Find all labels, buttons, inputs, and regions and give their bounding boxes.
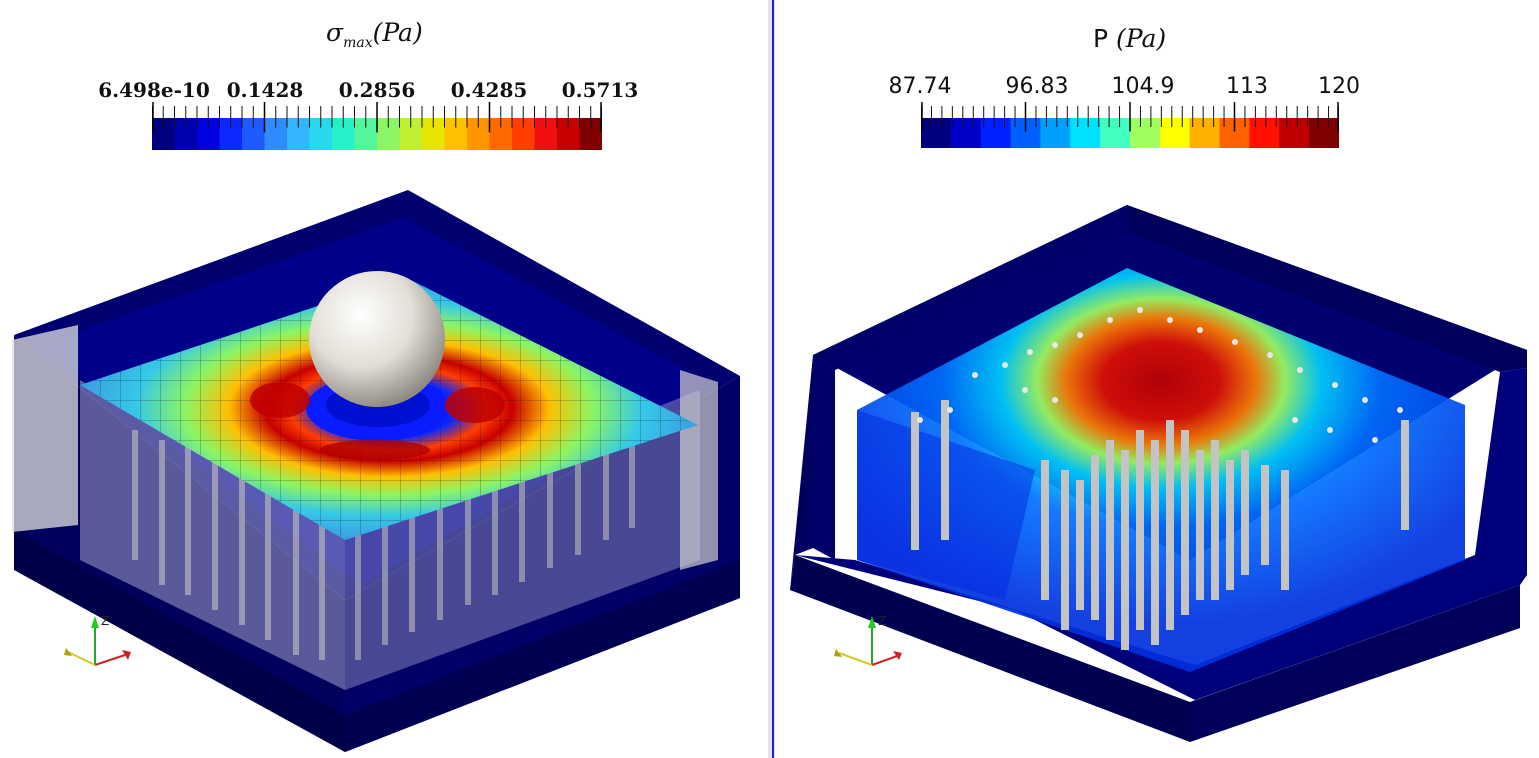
colorbar-swatch [1189, 118, 1221, 148]
colorbar-tick-label: 0.1428 [226, 78, 304, 102]
colorbar-tick-label: 87.74 [888, 74, 952, 99]
colorbar-swatch [309, 118, 333, 150]
glass-wall-right [680, 370, 718, 570]
colorbar-swatch [354, 118, 378, 150]
container-front-left [790, 555, 1190, 742]
colorbar-swatch [1070, 118, 1101, 148]
colorbar-swatch [422, 118, 446, 150]
colorbar-tick-label: 104.9 [1111, 74, 1175, 99]
scene-stress-plate: Z [12, 190, 740, 752]
container-right-wall [345, 376, 740, 752]
colorbar-title-pressure: P (Pa) [1093, 24, 1167, 53]
colorbar-swatch [579, 118, 602, 150]
colorbar-swatch [219, 118, 243, 150]
colorbar-swatch [444, 118, 468, 150]
colorbar-swatch [512, 118, 536, 150]
colorbar-swatch [980, 118, 1012, 148]
colorbar-swatch [152, 118, 176, 150]
view-separator[interactable] [768, 0, 775, 758]
colorbar-swatch [950, 118, 982, 148]
colorbar-tick-label: 0.4285 [450, 78, 528, 102]
colorbar-swatch [1279, 118, 1310, 148]
pillar-tops [917, 307, 1403, 443]
colorbar-pressure [921, 102, 1339, 148]
active-view-border [772, 0, 774, 758]
fluid-block-translucent [80, 380, 345, 690]
colorbar-swatch [1130, 118, 1161, 148]
colorbar-swatch [1100, 118, 1131, 148]
colorbar-swatch [197, 118, 221, 150]
orientation-axes: Z [64, 614, 131, 666]
colorbar-swatch [467, 118, 491, 150]
colorbar-swatch [1159, 118, 1191, 148]
axis-label-z: Z [878, 614, 886, 628]
colorbar-tick-label: 120 [1318, 74, 1360, 99]
colorbar-swatch [534, 118, 558, 150]
colorbar-sigma-max [152, 102, 602, 150]
orientation-axes: Z [834, 614, 902, 666]
colorbar-swatch [287, 118, 311, 150]
colorbar-swatch [1040, 118, 1071, 148]
colorbar-swatch [377, 118, 401, 150]
container-right-back-wall [1127, 205, 1527, 372]
colorbar-swatch [174, 118, 198, 150]
colorbar-swatch [489, 118, 513, 150]
render-view-left[interactable]: σmax(Pa) 6.498e-10 0.1428 0.2856 0.4285 … [0, 0, 768, 758]
container-left-wall [14, 335, 345, 752]
colorbar-swatch [921, 118, 952, 148]
colorbar-swatch [557, 118, 581, 150]
colorbar-swatch [1249, 118, 1280, 148]
colorbar-tick-label: 113 [1226, 74, 1268, 99]
colorbar-swatch [242, 118, 266, 150]
container-bottom-left-face [14, 530, 345, 752]
colorbar-title-sigma-max: σmax(Pa) [326, 18, 423, 51]
colorbar-swatch [399, 118, 423, 150]
glass-wall-left [12, 325, 78, 532]
container-floor [795, 368, 1527, 700]
colorbar-tick-label: 96.83 [1005, 74, 1069, 99]
axis-label-z: Z [101, 614, 109, 628]
sphere [309, 271, 445, 407]
container-bottom-right-face [345, 560, 740, 752]
container-back-wall [813, 205, 1127, 560]
scene-pressure-field: Z [790, 205, 1527, 742]
container-left-outer [790, 355, 813, 590]
colorbar-tick-label: 0.2856 [338, 78, 416, 102]
colorbar-swatch [1309, 118, 1339, 148]
render-view-right[interactable]: P (Pa) 87.74 96.83 104.9 113 120 [775, 0, 1539, 758]
colorbar-swatch [264, 118, 288, 150]
container-front-right [1190, 585, 1520, 742]
pillar-array [911, 400, 1409, 650]
colorbar-swatch [332, 118, 356, 150]
colorbar-tick-label: 0.5713 [561, 78, 639, 102]
colorbar-tick-label: 6.498e-10 [98, 78, 210, 102]
fluid-block-translucent-right [345, 390, 700, 690]
